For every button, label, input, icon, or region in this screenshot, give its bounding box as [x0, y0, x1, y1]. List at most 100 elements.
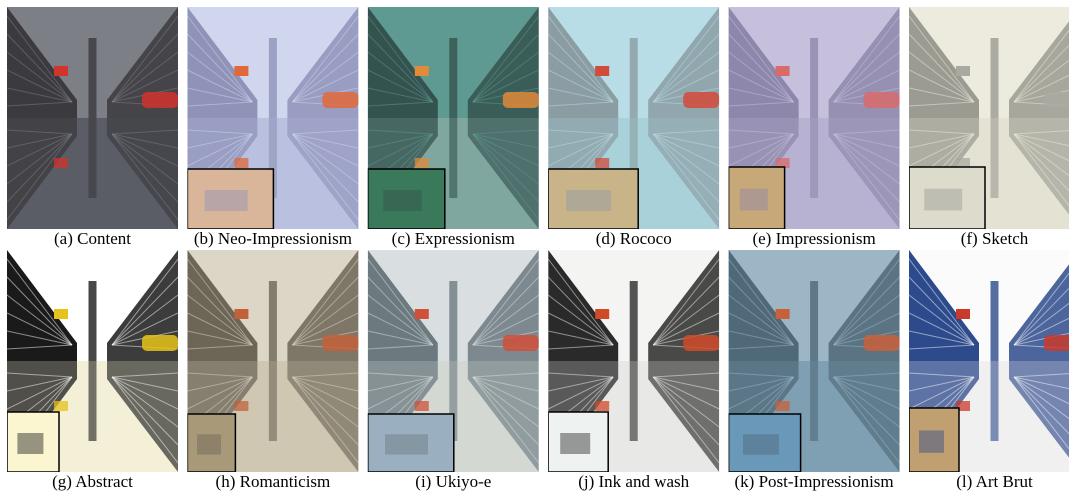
sign	[595, 66, 610, 76]
floor-line	[1013, 133, 1069, 207]
floor-line	[653, 376, 720, 392]
floor-line	[909, 69, 975, 103]
style-inset	[728, 413, 802, 472]
floor-line	[472, 15, 539, 103]
floor-line	[472, 276, 539, 346]
floor-line	[7, 129, 73, 135]
floor-line	[728, 133, 794, 149]
floor-line	[728, 133, 794, 167]
floor-line	[548, 312, 614, 346]
style-inset-detail	[924, 188, 963, 211]
floor-line	[111, 376, 178, 428]
panel-caption: (i) Ukiyo-e	[415, 472, 491, 491]
floor-line	[7, 133, 73, 185]
floor-line	[111, 372, 178, 378]
floor-line	[833, 376, 900, 410]
floor-line	[833, 294, 900, 346]
sign	[956, 309, 970, 319]
floor-line	[472, 376, 539, 428]
floor-line	[292, 15, 359, 103]
panel-image	[909, 7, 1069, 229]
floor-line	[548, 344, 614, 350]
floor-line	[111, 133, 178, 203]
floor-line	[7, 294, 73, 346]
floor-line	[367, 376, 433, 392]
floor-line	[728, 87, 794, 103]
floor-line	[652, 69, 720, 103]
floor-line	[652, 133, 720, 167]
floor-line	[1013, 130, 1069, 135]
floor-line	[909, 87, 975, 103]
floor-line	[909, 51, 975, 103]
floor-line	[1013, 376, 1069, 450]
car	[683, 335, 720, 351]
sign	[414, 401, 429, 411]
floor-line	[653, 133, 720, 149]
floor-line	[472, 376, 539, 410]
panel-image	[7, 250, 178, 472]
floor-line	[548, 15, 614, 103]
car	[322, 92, 359, 108]
floor-line	[7, 344, 73, 350]
floor-line	[652, 376, 720, 410]
floor-line	[833, 258, 900, 346]
floor-line	[292, 258, 359, 346]
style-inset	[909, 407, 960, 472]
floor-line	[7, 133, 73, 149]
floor-line	[1013, 59, 1069, 103]
floor-line	[548, 376, 614, 392]
floor-line	[472, 133, 539, 203]
floor-line	[728, 33, 794, 103]
floor-line	[833, 372, 900, 378]
floor-line	[111, 376, 178, 410]
floor-line	[833, 33, 900, 103]
floor-line	[7, 372, 73, 378]
floor-line	[187, 330, 253, 346]
panel-image	[728, 250, 900, 472]
tower	[449, 361, 458, 441]
floor-line	[367, 51, 434, 103]
floor-line	[548, 258, 614, 346]
style-inset	[548, 411, 609, 472]
car	[683, 92, 720, 108]
floor-line	[728, 376, 794, 392]
floor-line	[652, 15, 720, 103]
floor-line	[652, 133, 720, 185]
floor-line	[7, 330, 73, 346]
floor-line	[111, 294, 178, 346]
floor-line	[1013, 302, 1069, 346]
style-inset-detail	[739, 188, 768, 211]
floor-line	[187, 276, 253, 346]
floor-line	[111, 51, 178, 103]
style-inset-detail	[204, 190, 248, 211]
floor-line	[292, 129, 359, 135]
floor-line	[472, 133, 539, 167]
floor-line	[7, 133, 73, 221]
floor-line	[292, 312, 359, 346]
floor-line	[292, 376, 359, 392]
floor-line	[367, 33, 434, 103]
floor-line	[367, 258, 434, 346]
floor-line	[111, 129, 178, 135]
floor-line	[292, 276, 359, 346]
floor-line	[909, 258, 975, 346]
car	[502, 335, 539, 351]
panel-image	[367, 250, 539, 472]
floor-line	[187, 376, 253, 410]
floor-line	[7, 133, 73, 203]
floor-line	[548, 276, 614, 346]
tower	[449, 118, 458, 198]
floor-line	[292, 376, 359, 464]
floor-line	[833, 376, 900, 392]
floor-line	[367, 15, 434, 103]
floor-line	[111, 312, 178, 346]
floor-line	[1013, 133, 1069, 177]
sign	[595, 309, 610, 319]
floor-line	[472, 294, 539, 346]
sign	[234, 158, 249, 168]
style-inset	[728, 166, 786, 229]
floor-line	[472, 129, 539, 135]
floor-line	[292, 372, 359, 378]
floor-line	[652, 258, 720, 346]
floor-line	[548, 87, 614, 103]
